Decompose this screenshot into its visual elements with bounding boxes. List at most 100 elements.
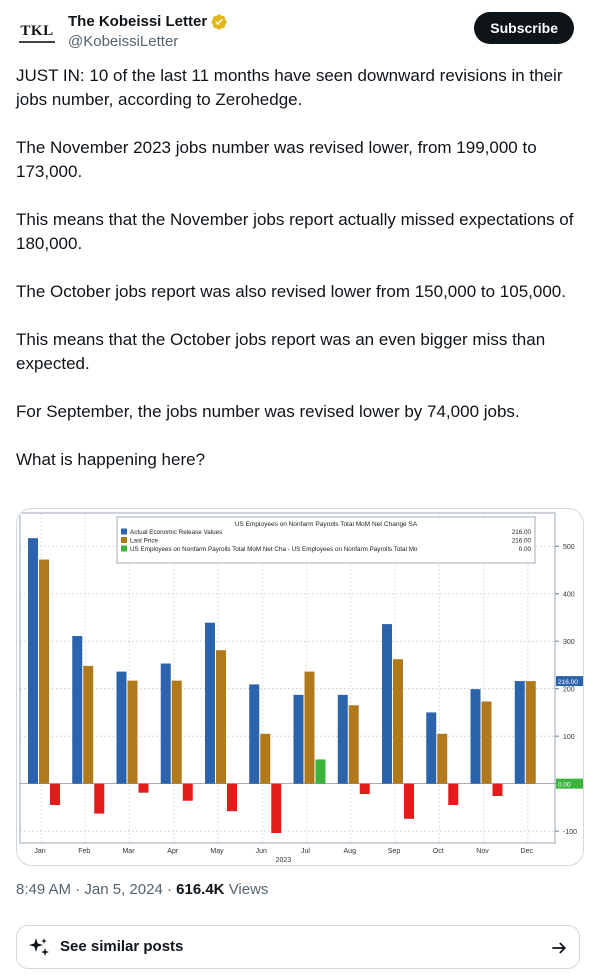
chart-axes: -1000100200300400500JanFebMarAprMayJunJu… [19, 512, 583, 864]
chart-bar [260, 733, 271, 784]
chart-bar [481, 701, 492, 784]
tweet-date[interactable]: Jan 5, 2024 [84, 881, 163, 898]
tweet-meta: 8:49 AM · Jan 5, 2024 · 616.4K Views [16, 880, 268, 900]
tweet-media-chart[interactable]: -1000100200300400500JanFebMarAprMayJunJu… [16, 508, 584, 866]
x-year-label: 2023 [276, 857, 292, 864]
legend-value: 216.00 [512, 538, 532, 545]
author-display-name-row[interactable]: The Kobeissi Letter [68, 12, 228, 32]
x-tick-label: Jun [256, 848, 267, 855]
x-tick-label: Sep [388, 848, 401, 855]
chart-bar [160, 663, 171, 784]
views-count: 616.4K [176, 881, 225, 898]
chart-bar [359, 783, 370, 795]
chart-bar [315, 759, 326, 784]
legend-box [116, 516, 536, 564]
chart-bar [492, 783, 503, 796]
legend-swatch [121, 537, 127, 543]
chart-bar [83, 665, 94, 784]
chart-bars [28, 538, 536, 834]
avatar-logo-underline [19, 40, 55, 43]
tweet-paragraph: This means that the October jobs report … [16, 330, 546, 373]
y-tick-label: 500 [563, 544, 575, 551]
chart-bar [72, 635, 83, 784]
legend-swatch [121, 545, 127, 552]
tweet-paragraph: The October jobs report was also revised… [16, 282, 566, 301]
tweet-paragraph: What is happening here? [16, 450, 206, 469]
x-tick-label: Nov [476, 848, 489, 855]
sparkle-icon [29, 938, 49, 956]
chart-title: US Employees on Nonfarm Payrolls Total M… [235, 521, 418, 528]
chart-bar [426, 712, 437, 784]
legend-label: US Employees on Nonfarm Payrolls Total M… [130, 546, 418, 553]
chart-bar [39, 559, 49, 784]
chart-bar [404, 783, 414, 819]
chart-bar [525, 681, 536, 784]
meta-separator: · [166, 881, 172, 898]
legend-label: Actual Economic Release Values [130, 529, 222, 536]
plot-frame [19, 512, 556, 844]
tweet-paragraph: The November 2023 jobs number was revise… [16, 138, 537, 181]
y-tick-label: 100 [563, 734, 575, 741]
chart-bar [348, 705, 359, 784]
chart-bar [205, 622, 215, 784]
x-tick-label: Oct [433, 848, 444, 855]
x-tick-label: Dec [521, 848, 534, 855]
chart-bar [127, 680, 138, 784]
chart-bar [382, 624, 392, 784]
chart-bar [448, 783, 459, 806]
last-value-tag-label: 0.00 [558, 782, 571, 789]
views-label: Views [228, 881, 269, 898]
chart-bar [470, 689, 481, 784]
chart-bar [514, 681, 525, 784]
chart-bar [171, 680, 182, 784]
chart-bar [138, 783, 149, 793]
author-names: The Kobeissi Letter @KobeissiLetter [68, 12, 228, 52]
chart-bar [182, 783, 193, 801]
chart-background [17, 509, 583, 865]
jobs-revision-chart: -1000100200300400500JanFebMarAprMayJunJu… [17, 509, 583, 865]
chart-bar [393, 659, 403, 784]
y-tick-label: 400 [563, 592, 575, 599]
x-tick-label: May [210, 848, 224, 855]
tweet-paragraph: JUST IN: 10 of the last 11 months have s… [16, 66, 563, 109]
y-tick-label: -100 [563, 829, 577, 836]
author-display-name[interactable]: The Kobeissi Letter [68, 13, 208, 30]
x-tick-label: Jul [301, 848, 310, 855]
chart-bar [94, 783, 105, 814]
chart-bar [293, 694, 304, 784]
chart-bar [437, 733, 448, 784]
x-tick-label: Jan [34, 848, 45, 855]
legend-value: 0.00 [519, 546, 532, 553]
avatar[interactable]: TKL [16, 12, 58, 54]
chart-bar [50, 783, 60, 806]
legend-label: Last Price [130, 538, 158, 545]
see-similar-posts-label: See similar posts [60, 938, 184, 955]
avatar-logo-text: TKL [20, 22, 54, 39]
y-tick-label: 200 [563, 687, 575, 694]
chart-bar [304, 671, 315, 784]
x-tick-label: Apr [167, 848, 179, 855]
tweet-text: JUST IN: 10 of the last 11 months have s… [16, 64, 582, 496]
legend-value: 216.00 [512, 529, 532, 536]
chart-bar [116, 671, 127, 784]
tweet-paragraph: For September, the jobs number was revis… [16, 402, 520, 421]
chart-bar [216, 650, 226, 784]
tweet-header: TKL The Kobeissi Letter @KobeissiLetter … [16, 10, 582, 54]
author-handle[interactable]: @KobeissiLetter [68, 33, 179, 50]
x-tick-label: Feb [78, 848, 90, 855]
chart-bar [227, 783, 237, 812]
last-value-tag [556, 676, 583, 687]
y-tick-label: 300 [563, 639, 575, 646]
verified-badge-icon[interactable] [210, 13, 228, 31]
meta-separator: · [75, 881, 81, 898]
tweet-paragraph: This means that the November jobs report… [16, 210, 574, 253]
chart-bar [249, 684, 260, 784]
subscribe-button[interactable]: Subscribe [474, 12, 574, 44]
x-tick-label: Mar [122, 848, 135, 855]
tweet-time[interactable]: 8:49 AM [16, 881, 72, 898]
x-tick-label: Aug [344, 848, 357, 855]
chart-bar [271, 783, 282, 834]
last-value-tag-label: 216.00 [558, 679, 578, 686]
chart-legend: US Employees on Nonfarm Payrolls Total M… [116, 516, 536, 564]
see-similar-posts-button[interactable]: See similar posts [16, 925, 580, 969]
